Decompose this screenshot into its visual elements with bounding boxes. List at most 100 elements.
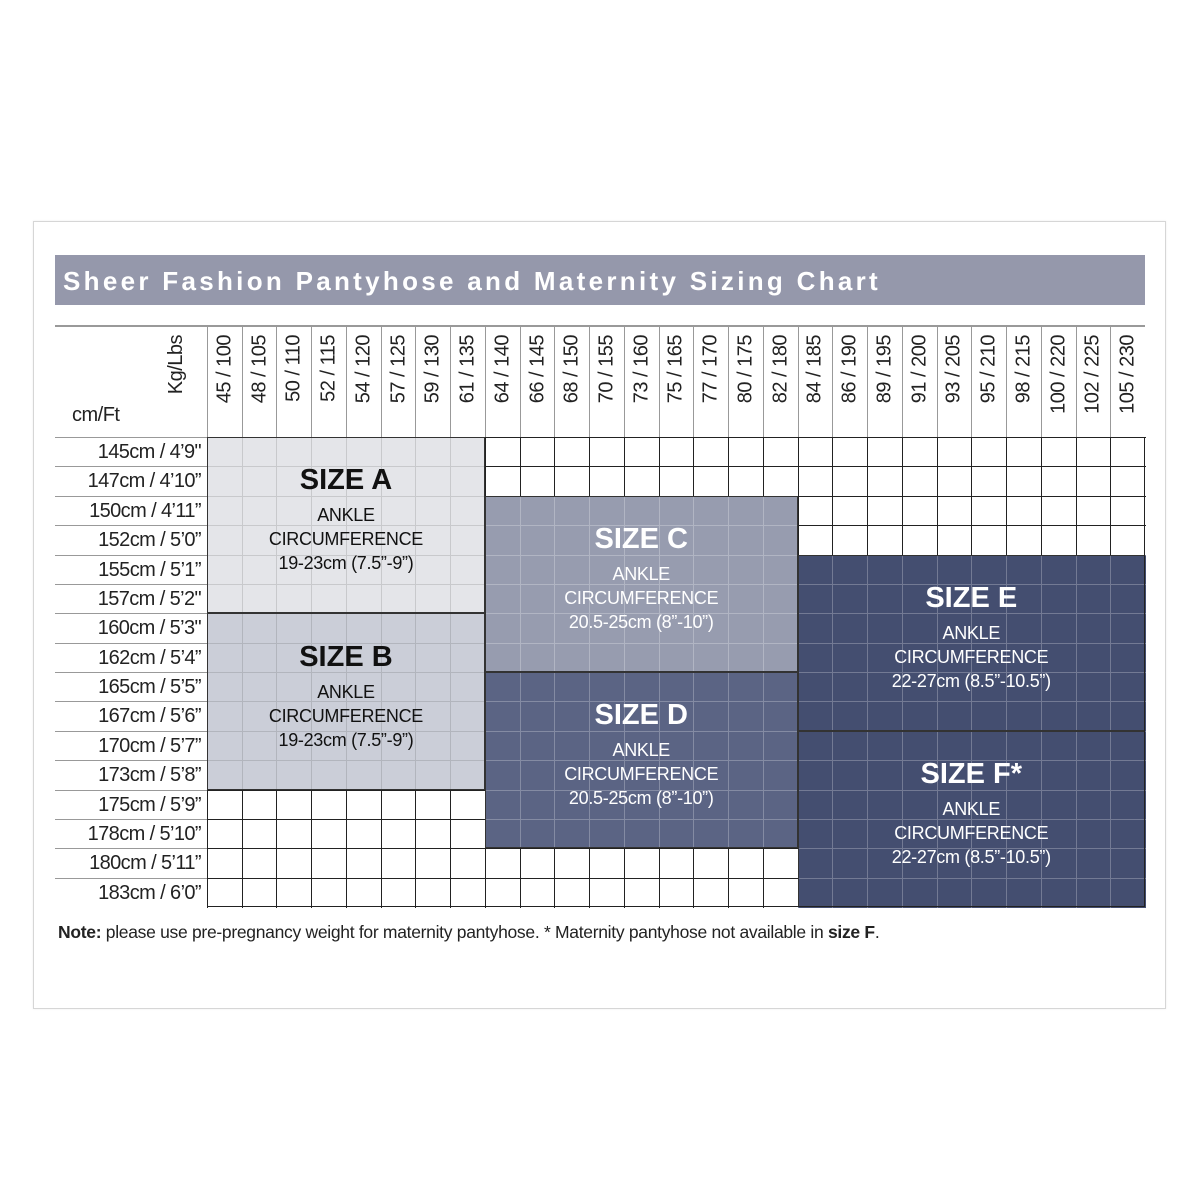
grid-cell — [380, 760, 417, 791]
grid-cell — [1006, 848, 1042, 879]
grid-cell — [832, 437, 869, 468]
grid-cell — [380, 525, 417, 556]
grid-cell — [1110, 613, 1146, 644]
grid-cell — [693, 642, 730, 673]
weight-label: 86 / 190 — [838, 335, 861, 404]
grid-cell — [450, 701, 486, 732]
grid-cell — [971, 525, 1008, 556]
height-row-label: 180cm / 5’11” — [55, 848, 207, 877]
grid-cell — [797, 525, 834, 556]
grid-cell — [1040, 789, 1077, 820]
grid-cell — [311, 818, 347, 850]
grid-cell — [762, 437, 799, 468]
grid-cell — [832, 818, 869, 850]
grid-cell — [901, 642, 938, 673]
grid-cell — [901, 730, 938, 762]
grid-cell — [415, 730, 452, 762]
grid-cell — [589, 642, 625, 673]
grid-cell — [484, 437, 521, 468]
grid-cell — [623, 818, 660, 850]
grid-cell — [207, 554, 243, 585]
grid-cell — [728, 672, 764, 703]
grid-cell — [971, 466, 1008, 497]
grid-cell — [762, 642, 799, 673]
weight-axis-label: Kg/Lbs — [165, 335, 187, 395]
grid-cell — [623, 760, 660, 791]
grid-cell — [901, 672, 938, 703]
grid-cell — [832, 789, 869, 820]
grid-cell — [867, 554, 903, 585]
grid-cell — [658, 466, 695, 497]
grid-cell — [311, 554, 347, 585]
grid-cell — [450, 848, 486, 879]
grid-cell — [241, 554, 278, 585]
grid-cell — [623, 789, 660, 820]
weight-column-header: 91 / 200 — [901, 327, 937, 437]
grid-cell — [554, 760, 591, 791]
grid-cell — [728, 701, 764, 732]
grid-cell — [936, 848, 973, 879]
weight-label: 48 / 105 — [248, 335, 271, 404]
grid-cell — [589, 701, 625, 732]
grid-cell — [276, 818, 313, 850]
grid-cell — [554, 613, 591, 644]
grid-cell — [762, 848, 799, 879]
grid-cell — [207, 818, 243, 850]
grid-cell — [867, 789, 903, 820]
grid-cell — [832, 730, 869, 762]
grid-cell — [484, 789, 521, 820]
grid-cell — [554, 466, 591, 497]
grid-cell — [1040, 642, 1077, 673]
grid-cell — [554, 848, 591, 879]
grid-cell — [1075, 848, 1112, 879]
grid-cell — [971, 818, 1008, 850]
grid-cell — [1040, 495, 1077, 527]
grid-cell — [693, 672, 730, 703]
grid-cell — [728, 583, 764, 615]
height-row-label: 150cm / 4’11” — [55, 495, 207, 525]
grid-cell — [519, 672, 556, 703]
weight-label: 45 / 100 — [213, 335, 236, 404]
grid-cell — [345, 525, 382, 556]
grid-cell — [797, 730, 834, 762]
grid-cell — [1075, 730, 1112, 762]
grid-cell — [484, 642, 521, 673]
grid-cell — [762, 789, 799, 820]
grid-cell — [311, 583, 347, 615]
grid-cell — [589, 789, 625, 820]
grid-cell — [484, 701, 521, 732]
grid-cell — [1040, 525, 1077, 556]
grid-cell — [450, 789, 486, 820]
grid-cell — [762, 701, 799, 732]
grid-cell — [1006, 466, 1042, 497]
grid-cell — [276, 437, 313, 468]
grid-cell — [728, 848, 764, 879]
grid-cell — [623, 642, 660, 673]
grid-cell — [380, 818, 417, 850]
weight-column-header: 61 / 135 — [450, 327, 485, 437]
grid-cell — [623, 495, 660, 527]
grid-cell — [797, 583, 834, 615]
grid-cell — [1006, 583, 1042, 615]
grid-cell — [971, 730, 1008, 762]
grid-cell — [207, 730, 243, 762]
height-row-label: 167cm / 5’6” — [55, 701, 207, 730]
grid-cell — [380, 672, 417, 703]
grid-cell — [832, 525, 869, 556]
weight-label: 98 / 215 — [1012, 335, 1035, 404]
grid-cell — [276, 789, 313, 820]
grid-cell — [241, 495, 278, 527]
grid-cell — [658, 789, 695, 820]
grid-cell — [901, 583, 938, 615]
grid-cell — [415, 877, 452, 908]
grid-cell — [241, 583, 278, 615]
grid-cell — [762, 466, 799, 497]
grid-cell — [380, 466, 417, 497]
grid-cell — [1006, 437, 1042, 468]
grid-cell — [936, 437, 973, 468]
grid-cell — [971, 437, 1008, 468]
grid-cell — [276, 877, 313, 908]
grid-cell — [693, 613, 730, 644]
grid-cell — [1006, 789, 1042, 820]
grid-cell — [589, 877, 625, 908]
